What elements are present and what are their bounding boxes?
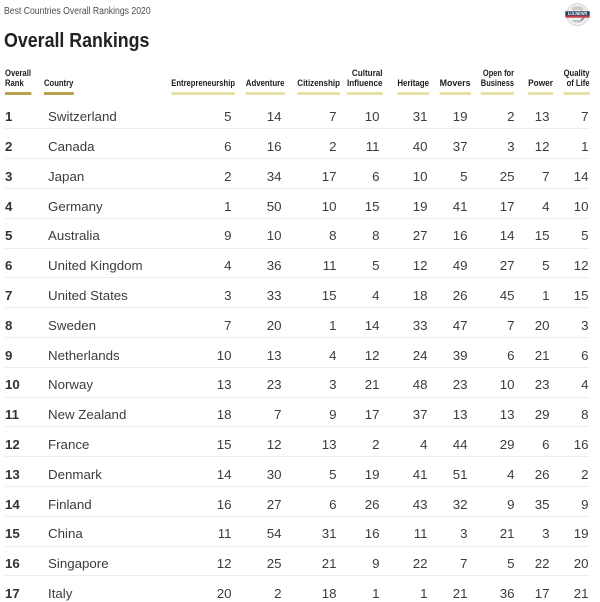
svg-text:U.S.NEWS: U.S.NEWS xyxy=(568,10,588,15)
